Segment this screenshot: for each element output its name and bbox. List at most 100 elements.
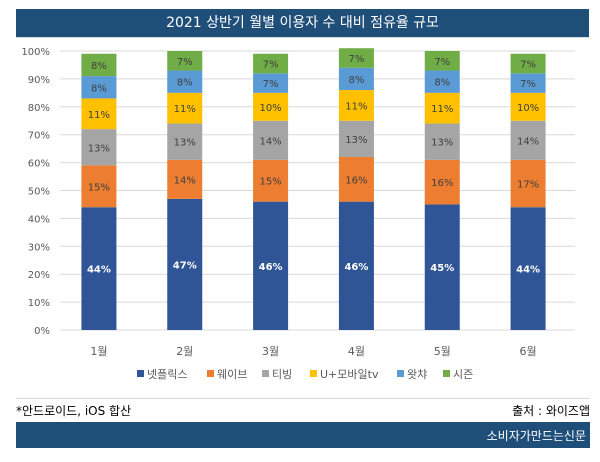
- bar-stack: 46% 16% 13% 11% 8% 7%: [338, 48, 374, 330]
- data-label: 11%: [88, 110, 110, 121]
- bar-segment: [253, 73, 289, 93]
- data-label: 13%: [345, 135, 367, 146]
- bar-segment: [167, 70, 203, 93]
- x-tick-label: 6월: [520, 345, 537, 358]
- footnote: *안드로이드, iOS 합산: [16, 404, 132, 418]
- legend-swatch: [262, 370, 269, 377]
- legend-item: 티빙: [262, 368, 292, 381]
- data-label: 11%: [345, 101, 367, 112]
- bar-segment: [81, 76, 117, 99]
- bar-segment: [424, 51, 460, 71]
- legend-item: U+모바일tv: [310, 367, 379, 381]
- data-label: 8%: [91, 61, 107, 72]
- data-label: 7%: [520, 79, 536, 90]
- y-tick-label: 20%: [28, 270, 50, 281]
- legend-label: 웨이브: [217, 368, 247, 381]
- bar-segment: [424, 204, 460, 330]
- y-tick-label: 60%: [28, 159, 50, 170]
- legend-swatch: [443, 370, 450, 377]
- bar-stack: 45% 16% 13% 11% 8% 7%: [424, 51, 460, 330]
- data-label: 10%: [259, 103, 281, 114]
- data-label: 10%: [517, 103, 539, 114]
- data-label: 8%: [348, 75, 364, 86]
- bar-segment: [424, 70, 460, 93]
- legend-label: 넷플릭스: [147, 368, 187, 381]
- bar-segment: [253, 53, 289, 74]
- chart-title: 2021 상반기 월별 이용자 수 대비 점유율 규모: [16, 9, 589, 38]
- bar-segment: [253, 120, 289, 160]
- bar-segment: [424, 92, 460, 124]
- bars: 44% 15% 13% 11% 8% 8% 47% 14% 13% 11% 8% 7% 46% 15% 14…: [81, 48, 546, 330]
- data-label: 16%: [431, 178, 453, 189]
- bar-segment: [424, 159, 460, 205]
- gridlines: [60, 50, 575, 331]
- data-label: 15%: [259, 177, 281, 188]
- bar-stack: 47% 14% 13% 11% 8% 7%: [167, 51, 203, 330]
- legend-swatch: [207, 370, 214, 377]
- data-label: 15%: [88, 182, 110, 193]
- bar-stack: 46% 15% 14% 10% 7% 7%: [253, 53, 289, 330]
- bar-segment: [167, 123, 203, 160]
- data-label: 7%: [520, 60, 536, 71]
- y-tick-label: 100%: [21, 47, 50, 58]
- source-note: 출처 : 와이즈앱: [512, 404, 590, 418]
- bar-segment: [510, 207, 546, 330]
- data-label: 46%: [259, 262, 283, 273]
- x-tick-label: 1월: [90, 345, 107, 358]
- data-label: 7%: [348, 54, 364, 65]
- legend-label: 티빙: [272, 368, 292, 381]
- y-tick-label: 90%: [28, 75, 50, 86]
- bar-segment: [338, 67, 374, 91]
- bar-stack: 44% 17% 14% 10% 7% 7%: [510, 53, 546, 330]
- footer-brand: 소비자가만드는신문: [486, 429, 586, 443]
- bar-segment: [253, 92, 289, 121]
- footer-bar: 소비자가만드는신문: [16, 422, 590, 448]
- data-label: 46%: [344, 262, 368, 273]
- data-label: 7%: [434, 57, 450, 68]
- bar-segment: [167, 159, 203, 199]
- x-axis-labels: 1월 2월 3월 4월 5월 6월: [90, 345, 536, 358]
- bar-segment: [81, 53, 117, 77]
- y-tick-label: 50%: [28, 187, 50, 198]
- legend-swatch: [137, 370, 144, 377]
- y-tick-label: 40%: [28, 214, 50, 225]
- data-label: 7%: [177, 57, 193, 68]
- legend-item: 넷플릭스: [137, 368, 187, 381]
- data-label: 8%: [91, 83, 107, 94]
- data-label: 13%: [431, 138, 453, 149]
- bar-segment: [167, 198, 203, 330]
- y-tick-label: 70%: [28, 131, 50, 142]
- data-label: 14%: [259, 136, 281, 147]
- bar-segment: [338, 48, 374, 68]
- bar-segment: [338, 90, 374, 121]
- bar-segment: [338, 157, 374, 202]
- bar-stack: 44% 15% 13% 11% 8% 8%: [81, 53, 117, 330]
- legend-item: 왓챠: [397, 368, 427, 381]
- x-tick-label: 4월: [348, 345, 365, 358]
- data-label: 16%: [345, 175, 367, 186]
- data-label: 8%: [177, 78, 193, 89]
- bar-segment: [510, 53, 546, 74]
- bar-segment: [424, 123, 460, 160]
- legend-item: 시즌: [443, 368, 473, 381]
- legend-label: 왓챠: [407, 368, 427, 381]
- notes-row: *안드로이드, iOS 합산 출처 : 와이즈앱: [16, 398, 590, 421]
- bar-segment: [510, 92, 546, 121]
- bar-segment: [338, 120, 374, 158]
- data-label: 44%: [87, 265, 111, 276]
- x-tick-label: 3월: [262, 345, 279, 358]
- data-label: 17%: [517, 180, 539, 191]
- data-label: 14%: [517, 136, 539, 147]
- data-label: 11%: [431, 104, 453, 115]
- bar-segment: [81, 98, 117, 130]
- data-label: 13%: [88, 143, 110, 154]
- y-axis-labels: 0% 10% 20% 30% 40% 50% 60% 70% 80% 90% 100%: [21, 47, 50, 337]
- bar-segment: [81, 207, 117, 330]
- bar-segment: [81, 165, 117, 208]
- y-tick-label: 30%: [28, 242, 50, 253]
- legend-item: 웨이브: [207, 368, 247, 381]
- legend-swatch: [397, 370, 404, 377]
- data-label: 14%: [174, 175, 196, 186]
- x-tick-label: 2월: [176, 345, 193, 358]
- y-tick-label: 80%: [28, 103, 50, 114]
